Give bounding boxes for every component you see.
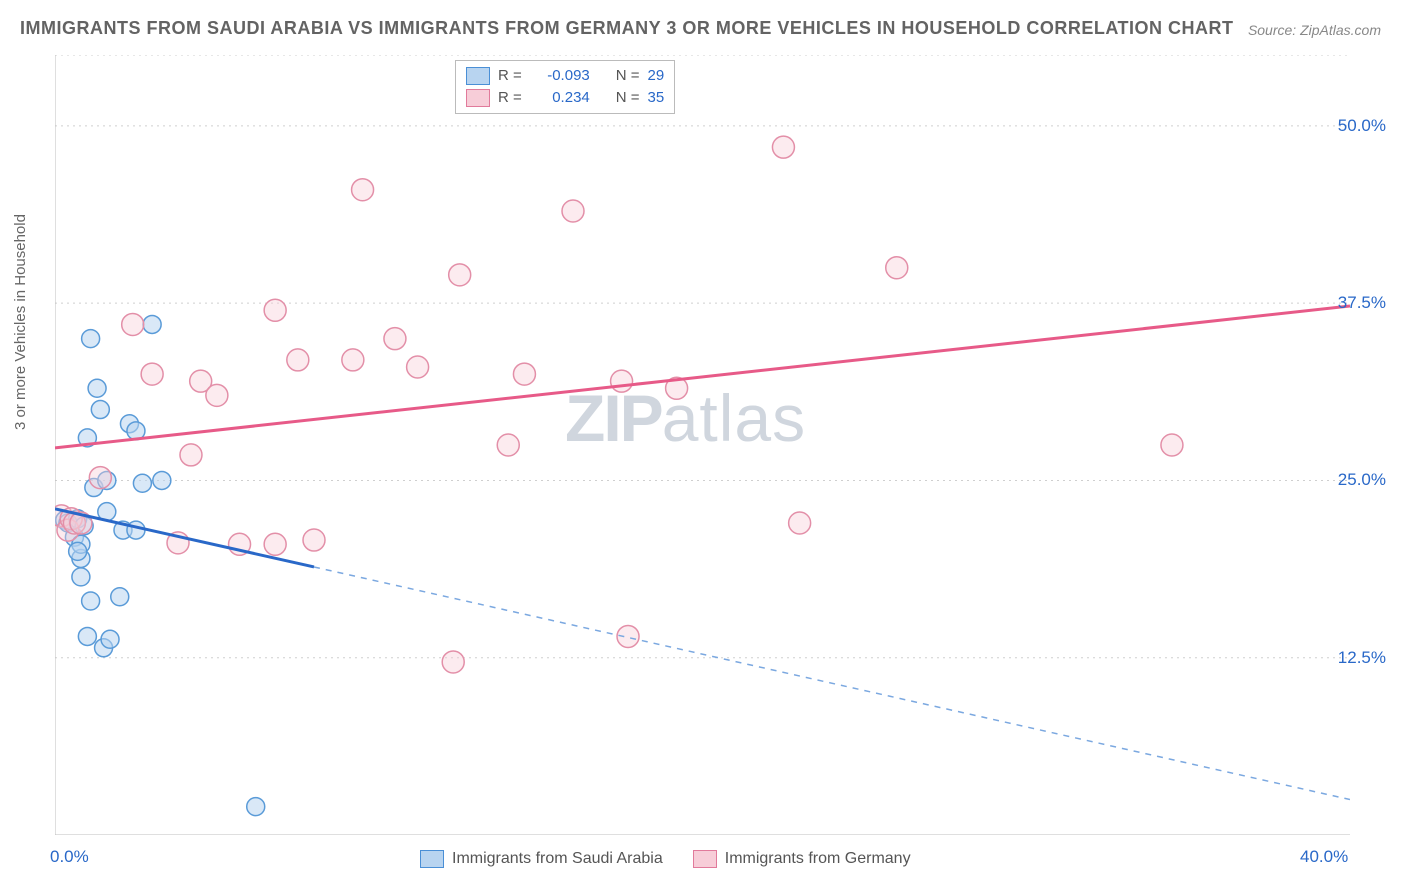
legend-swatch (420, 850, 444, 868)
y-axis-label: 3 or more Vehicles in Household (12, 214, 29, 430)
legend-swatch (466, 89, 490, 107)
legend-row: R = -0.093 N = 29 (466, 65, 664, 87)
x-tick-label: 40.0% (1300, 847, 1348, 867)
y-tick-label: 37.5% (1338, 293, 1386, 313)
n-value: 35 (648, 87, 665, 109)
r-value: -0.093 (530, 65, 590, 87)
r-label: R = (498, 87, 522, 109)
legend-label: Immigrants from Saudi Arabia (452, 850, 663, 868)
x-tick-label: 0.0% (50, 847, 89, 867)
legend-item: Immigrants from Saudi Arabia (420, 850, 663, 868)
legend-label: Immigrants from Germany (725, 850, 911, 868)
n-label: N = (616, 65, 640, 87)
r-label: R = (498, 65, 522, 87)
scatter-plot (55, 55, 1350, 835)
legend-swatch (693, 850, 717, 868)
y-tick-label: 12.5% (1338, 648, 1386, 668)
n-value: 29 (648, 65, 665, 87)
legend-row: R = 0.234 N = 35 (466, 87, 664, 109)
correlation-legend: R = -0.093 N = 29 R = 0.234 N = 35 (455, 60, 675, 114)
y-tick-label: 50.0% (1338, 116, 1386, 136)
legend-swatch (466, 67, 490, 85)
source-label: Source: ZipAtlas.com (1248, 22, 1381, 38)
chart-title: IMMIGRANTS FROM SAUDI ARABIA VS IMMIGRAN… (20, 18, 1234, 39)
r-value: 0.234 (530, 87, 590, 109)
n-label: N = (616, 87, 640, 109)
y-tick-label: 25.0% (1338, 470, 1386, 490)
legend-item: Immigrants from Germany (693, 850, 911, 868)
series-legend: Immigrants from Saudi Arabia Immigrants f… (420, 850, 911, 868)
